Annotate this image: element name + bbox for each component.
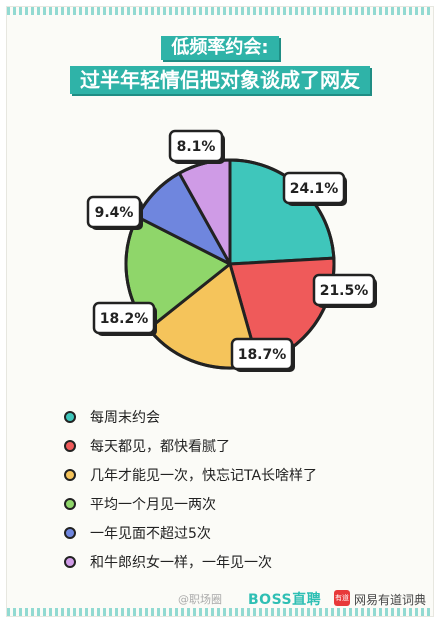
legend-label: 和牛郎织女一样，一年见一次 xyxy=(90,555,272,571)
value-label-text: 21.5% xyxy=(320,283,369,299)
youdao-logo-icon: 有道 xyxy=(334,590,350,606)
youdao-brand: 网易有道词典 xyxy=(354,593,427,607)
value-label: 18.7% xyxy=(230,337,295,372)
value-label-text: 24.1% xyxy=(290,181,339,197)
value-label-text: 9.4% xyxy=(95,205,134,221)
legend-swatch xyxy=(64,411,76,423)
value-label-text: 8.1% xyxy=(177,139,216,155)
legend-item: 一年见面不超过5次 xyxy=(64,520,424,546)
value-label: 18.2% xyxy=(92,301,157,336)
value-label: 24.1% xyxy=(282,171,347,206)
legend-swatch xyxy=(64,556,76,568)
legend-item: 和牛郎织女一样，一年见一次 xyxy=(64,549,424,575)
footer: @职场圈 BOSS直聘 有道 网易有道词典 xyxy=(0,589,440,609)
pie-value-labels: 24.1% 21.5% 18.7% 18.2% 9.4% 8.1% xyxy=(86,129,377,372)
legend-label: 每周末约会 xyxy=(90,410,160,426)
title-line-2: 过半年轻情侣把对象谈成了网友 xyxy=(70,66,370,94)
title-line-1: 低频率约会: xyxy=(161,36,279,60)
legend-item: 几年才能见一次，快忘记TA长啥样了 xyxy=(64,462,424,488)
legend-swatch xyxy=(64,440,76,452)
legend-label: 一年见面不超过5次 xyxy=(90,526,211,542)
value-label-text: 18.2% xyxy=(100,311,149,327)
value-label: 8.1% xyxy=(168,129,225,164)
value-label: 21.5% xyxy=(312,273,377,308)
value-label-text: 18.7% xyxy=(238,347,287,363)
top-border xyxy=(7,7,433,15)
pie-outline xyxy=(124,158,336,370)
legend-swatch xyxy=(64,469,76,481)
legend: 每周末约会每天都见，都快看腻了几年才能见一次，快忘记TA长啥样了 平均一个月见一两… xyxy=(64,404,424,575)
legend-swatch xyxy=(64,527,76,539)
title-block: 低频率约会: 过半年轻情侣把对象谈成了网友 xyxy=(0,36,440,94)
legend-swatch xyxy=(64,498,76,510)
bottom-border xyxy=(7,608,433,616)
weibo-watermark: @职场圈 xyxy=(178,593,222,606)
legend-item: 每周末约会 xyxy=(64,404,424,430)
value-label: 9.4% xyxy=(86,195,143,230)
legend-label: 每天都见，都快看腻了 xyxy=(90,439,230,455)
boss-logo: BOSS直聘 xyxy=(248,592,322,608)
legend-item: 平均一个月见一两次 xyxy=(64,491,424,517)
legend-label: 几年才能见一次，快忘记TA长啥样了 xyxy=(90,468,318,484)
legend-label: 平均一个月见一两次 xyxy=(90,497,216,513)
legend-item: 每天都见，都快看腻了 xyxy=(64,433,424,459)
